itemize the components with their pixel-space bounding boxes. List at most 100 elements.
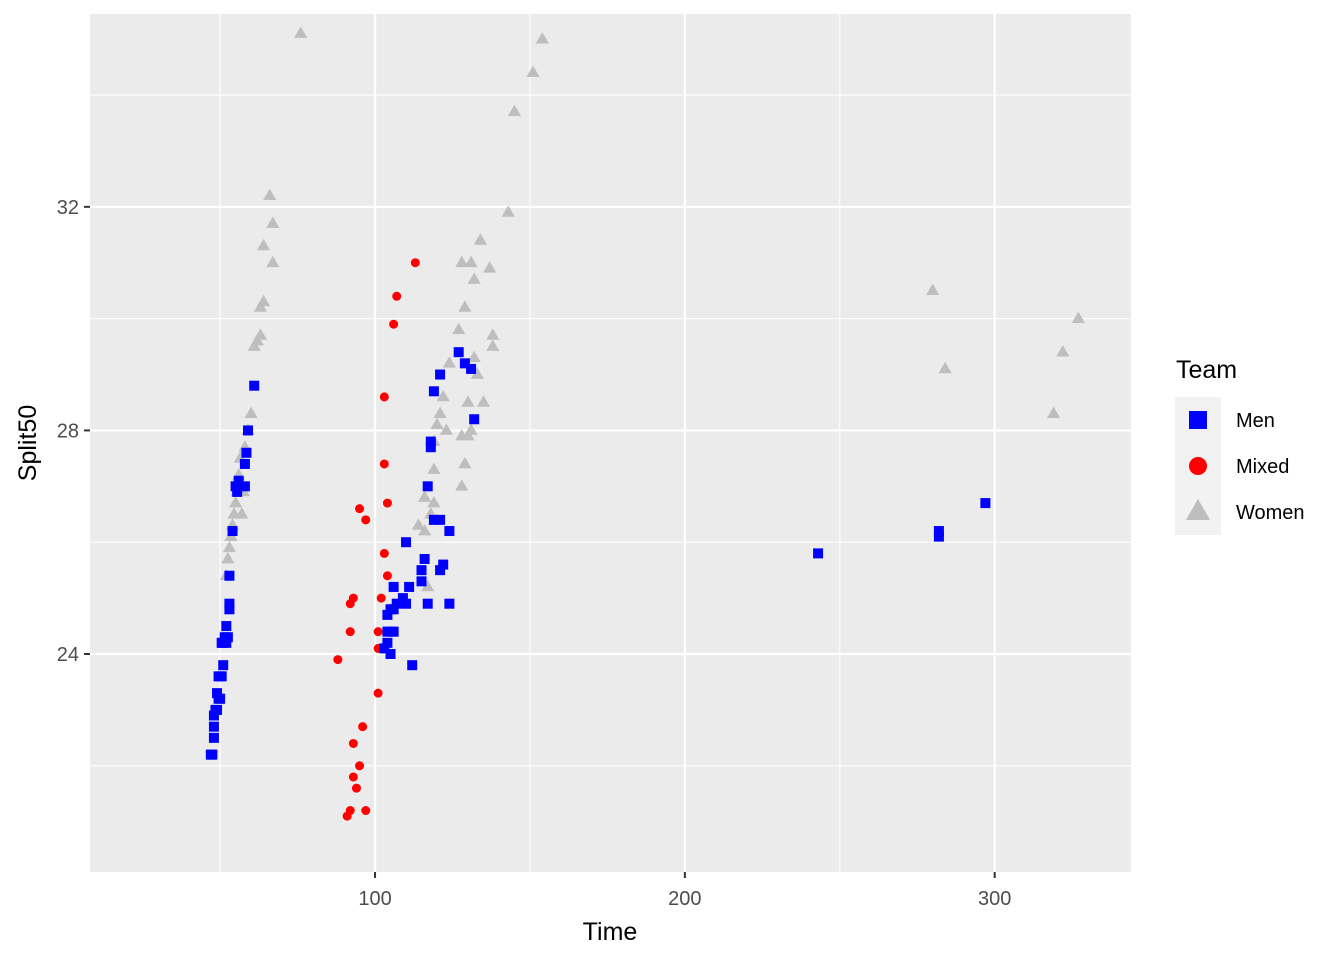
data-point-women: [427, 462, 441, 474]
data-point-women: [507, 104, 522, 117]
data-point-women: [455, 255, 469, 268]
data-point-men: [459, 358, 470, 369]
data-point-women: [458, 456, 472, 469]
data-point-men: [397, 593, 408, 604]
legend-title: Team: [1176, 356, 1237, 384]
data-point-women: [430, 417, 444, 430]
series-men: [205, 347, 991, 760]
legend-label-women: Women: [1236, 502, 1305, 524]
data-point-women: [421, 579, 435, 592]
data-point-men: [232, 486, 243, 497]
data-point-women: [473, 233, 487, 245]
data-point-women: [464, 423, 478, 435]
data-point-women: [235, 507, 249, 519]
data-point-mixed: [345, 627, 355, 637]
plot-panel: [90, 14, 1131, 872]
data-point-women: [294, 26, 308, 38]
data-point-mixed: [348, 772, 358, 782]
data-point-mixed: [361, 515, 371, 525]
y-axis-title: Split50: [14, 405, 42, 481]
major-gridlines: [90, 14, 1131, 872]
data-point-mixed: [361, 806, 371, 816]
x-tick-label: 200: [668, 888, 701, 910]
data-point-men: [425, 436, 436, 447]
data-point-men: [444, 598, 455, 609]
data-point-men: [980, 498, 991, 509]
data-point-mixed: [355, 761, 365, 771]
data-point-mixed: [389, 319, 399, 329]
data-point-women: [461, 395, 475, 407]
data-point-women: [439, 423, 453, 435]
data-point-women: [452, 322, 466, 335]
data-point-men: [221, 637, 232, 648]
data-point-men: [388, 604, 399, 615]
data-point-mixed: [379, 548, 389, 558]
series-mixed: [333, 258, 420, 821]
data-point-men: [407, 660, 418, 671]
data-point-mixed: [382, 498, 392, 508]
data-point-men: [453, 347, 464, 358]
data-point-women: [433, 406, 447, 418]
data-point-mixed: [351, 783, 361, 793]
data-point-women: [418, 490, 432, 502]
data-point-women: [222, 540, 237, 553]
data-point-men: [404, 581, 415, 592]
data-point-women: [486, 328, 500, 340]
data-point-mixed: [392, 291, 402, 301]
data-point-men: [215, 693, 226, 704]
data-point-men: [425, 442, 436, 453]
data-point-women: [501, 205, 515, 217]
data-point-men: [388, 581, 399, 592]
legend: Team Men Mixed Women: [1175, 356, 1305, 535]
x-axis-ticks: 100 200 300: [358, 872, 1011, 910]
data-point-women: [1046, 406, 1061, 418]
data-point-women: [526, 65, 540, 78]
y-axis-ticks: 24 28 32: [57, 197, 90, 666]
x-tick-label: 300: [978, 888, 1011, 910]
data-point-men: [469, 414, 480, 425]
data-point-mixed: [345, 806, 355, 816]
data-point-men: [208, 721, 219, 732]
data-point-men: [385, 649, 396, 660]
data-point-mixed: [348, 738, 358, 748]
data-point-men: [466, 363, 477, 374]
y-tick-label: 32: [57, 197, 79, 219]
data-point-women: [266, 216, 280, 228]
data-point-women: [253, 328, 268, 340]
data-point-men: [813, 548, 824, 559]
data-point-men: [388, 626, 399, 637]
data-point-men: [212, 688, 223, 699]
data-point-mixed: [373, 688, 383, 698]
data-point-women: [221, 551, 235, 564]
data-point-men: [224, 570, 235, 581]
data-point-men: [212, 704, 223, 715]
data-point-mixed: [379, 392, 389, 402]
data-point-men: [428, 386, 439, 397]
data-point-women: [263, 188, 277, 200]
data-point-women: [535, 32, 549, 44]
data-point-women: [1071, 311, 1085, 323]
data-point-mixed: [355, 504, 365, 514]
data-point-men: [444, 526, 455, 537]
data-point-men: [227, 526, 238, 537]
data-point-men: [207, 749, 218, 760]
data-point-mixed: [373, 627, 383, 637]
data-point-women: [467, 272, 481, 284]
data-point-women: [467, 350, 481, 363]
legend-key-mixed: [1189, 457, 1207, 475]
legend-key-men: [1189, 411, 1207, 429]
data-point-men: [249, 380, 260, 391]
data-point-women: [458, 300, 472, 312]
legend-keys: Men Mixed Women: [1175, 397, 1305, 535]
data-point-men: [428, 514, 439, 525]
legend-label-men: Men: [1236, 410, 1275, 432]
data-point-men: [218, 660, 229, 671]
data-point-men: [216, 671, 227, 682]
minor-gridlines: [90, 14, 1131, 872]
data-point-men: [416, 565, 427, 576]
data-point-women: [256, 238, 271, 251]
data-point-mixed: [382, 571, 392, 581]
legend-label-mixed: Mixed: [1236, 456, 1289, 478]
data-point-men: [230, 481, 241, 492]
